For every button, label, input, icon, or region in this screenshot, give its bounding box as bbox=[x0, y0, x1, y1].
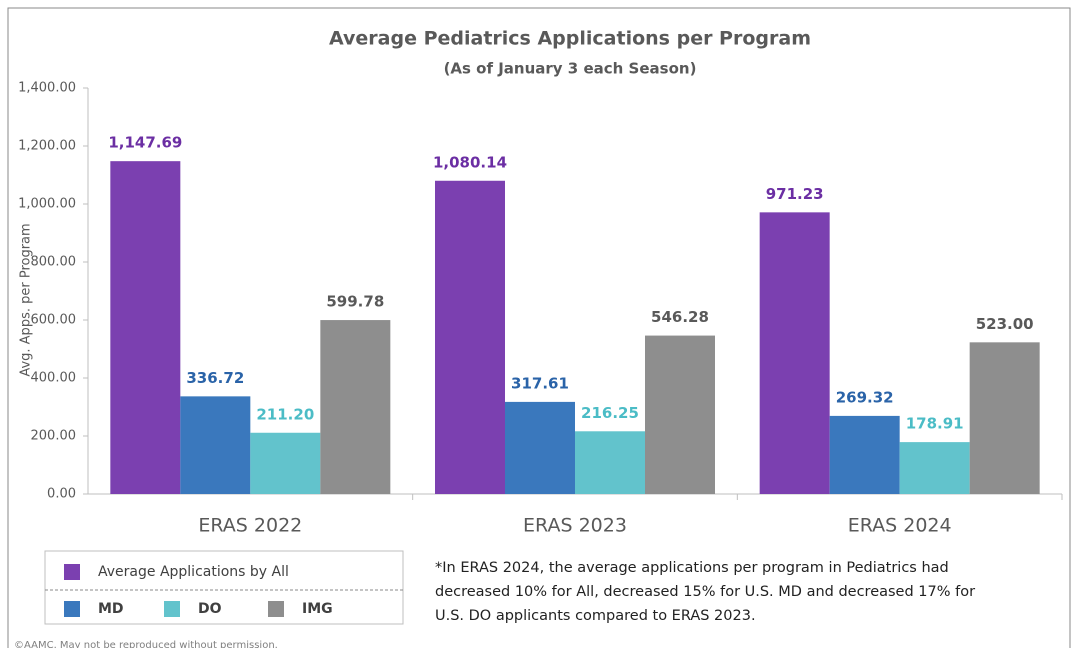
value-label: 1,147.69 bbox=[108, 134, 182, 152]
bar bbox=[505, 401, 575, 494]
legend-box bbox=[44, 550, 404, 625]
y-axis-label: Avg. Apps. per Program bbox=[19, 223, 34, 376]
x-tick-label: ERAS 2024 bbox=[848, 515, 952, 537]
value-label: 317.61 bbox=[511, 374, 569, 392]
bar bbox=[759, 212, 830, 494]
y-tick-label: 1,000.00 bbox=[18, 197, 76, 212]
y-tick-label: 800.00 bbox=[31, 255, 77, 270]
bar bbox=[250, 432, 321, 494]
value-label: 216.25 bbox=[581, 404, 639, 422]
x-tick-label: ERAS 2022 bbox=[198, 515, 302, 537]
legend-swatch bbox=[64, 601, 80, 617]
legend-label: DO bbox=[198, 601, 222, 617]
legend-swatch bbox=[164, 601, 180, 617]
value-label: 1,080.14 bbox=[433, 153, 507, 171]
bar bbox=[969, 342, 1040, 494]
bar bbox=[320, 320, 391, 494]
value-label: 971.23 bbox=[766, 185, 824, 203]
legend-swatch bbox=[268, 601, 284, 617]
copyright: ©AAMC. May not be reproduced without per… bbox=[14, 640, 278, 648]
legend-label: MD bbox=[98, 601, 124, 617]
y-tick-label: 600.00 bbox=[31, 313, 77, 328]
note: *In ERAS 2024, the average applications … bbox=[435, 560, 949, 576]
note: decreased 10% for All, decreased 15% for… bbox=[435, 584, 975, 600]
legend-swatch bbox=[64, 564, 80, 580]
value-label: 178.91 bbox=[906, 415, 964, 433]
y-tick-label: 0.00 bbox=[47, 487, 76, 502]
bar bbox=[899, 442, 970, 494]
bar bbox=[435, 180, 505, 494]
value-label: 269.32 bbox=[836, 388, 894, 406]
y-tick-label: 200.00 bbox=[31, 429, 77, 444]
y-tick-label: 1,200.00 bbox=[18, 139, 76, 154]
chart-border bbox=[7, 7, 1071, 648]
bar bbox=[829, 415, 900, 494]
value-label: 546.28 bbox=[651, 308, 709, 326]
note: U.S. DO applicants compared to ERAS 2023… bbox=[435, 608, 756, 624]
value-label: 336.72 bbox=[186, 369, 244, 387]
value-label: 599.78 bbox=[326, 293, 384, 311]
x-tick-label: ERAS 2023 bbox=[523, 515, 627, 537]
bar bbox=[645, 335, 715, 494]
bar bbox=[110, 161, 181, 494]
legend-label: Average Applications by All bbox=[98, 564, 289, 580]
bar bbox=[575, 431, 645, 494]
y-tick-label: 400.00 bbox=[31, 371, 77, 386]
chart-subtitle: (As of January 3 each Season) bbox=[444, 60, 697, 78]
legend-label: IMG bbox=[302, 601, 333, 617]
value-label: 523.00 bbox=[976, 315, 1034, 333]
value-label: 211.20 bbox=[256, 405, 314, 423]
y-tick-label: 1,400.00 bbox=[18, 81, 76, 96]
chart-title: Average Pediatrics Applications per Prog… bbox=[329, 28, 811, 50]
bar bbox=[180, 396, 251, 494]
